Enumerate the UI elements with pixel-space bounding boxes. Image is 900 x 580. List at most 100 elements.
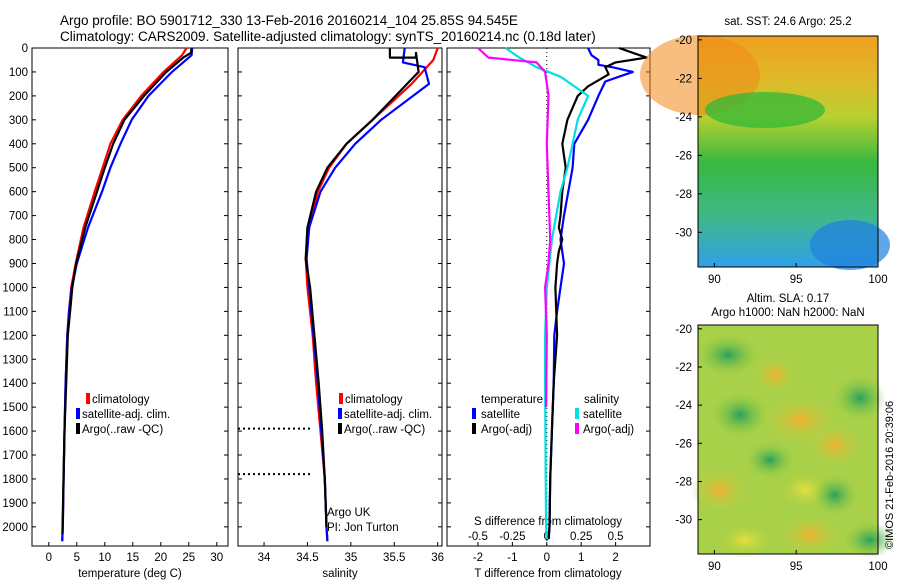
y-tick-label: 1400 bbox=[2, 378, 28, 390]
x-tick-label-top: -0.5 bbox=[468, 531, 488, 543]
legend-swatch-climatology bbox=[86, 393, 90, 404]
legend-swatch-t-satellite bbox=[472, 408, 476, 419]
legend-label-argo: Argo(..raw -QC) bbox=[344, 424, 425, 436]
map-y-tick-label: -24 bbox=[675, 400, 692, 412]
map-y-tick-label: -24 bbox=[675, 112, 692, 124]
y-tick-label: 1000 bbox=[2, 282, 28, 294]
y-tick-label: 500 bbox=[9, 163, 28, 175]
x-tick-label: 34 bbox=[258, 552, 271, 564]
y-tick-label: 200 bbox=[9, 91, 28, 103]
legend-label-satellite: satellite-adj. clim. bbox=[344, 409, 432, 421]
x-tick-label: 34.5 bbox=[296, 552, 318, 564]
x-tick-label: 0 bbox=[544, 552, 550, 564]
legend-swatch-satellite bbox=[338, 408, 342, 419]
x-tick-label: -1 bbox=[507, 552, 517, 564]
float-country-label: Argo UK bbox=[327, 507, 371, 519]
y-tick-label: 1200 bbox=[2, 330, 28, 342]
y-tick-label: 400 bbox=[9, 139, 28, 151]
map-x-tick-label: 100 bbox=[868, 561, 887, 573]
legend-label-s-argo: Argo(-adj) bbox=[583, 424, 634, 436]
t-difference-label: T difference from climatology bbox=[474, 568, 621, 580]
legend-label-argo: Argo(..raw -QC) bbox=[82, 424, 163, 436]
map-y-tick-label: -30 bbox=[675, 227, 692, 239]
figure-title-line1: Argo profile: BO 5901712_330 13-Feb-2016… bbox=[60, 13, 518, 28]
difference-panel: S difference from climatology T differen… bbox=[446, 46, 651, 580]
x-tick-label: 15 bbox=[126, 552, 139, 564]
y-tick-label: 900 bbox=[9, 258, 28, 270]
map-x-tick-label: 95 bbox=[790, 274, 803, 286]
figure-title-line2: Climatology: CARS2009. Satellite-adjuste… bbox=[60, 29, 596, 44]
salinity-xlabel: salinity bbox=[322, 568, 357, 580]
map-y-tick-label: -26 bbox=[675, 438, 692, 450]
sst-map-title: sat. SST: 24.6 Argo: 25.2 bbox=[724, 16, 851, 28]
sla-map-title-line2: Argo h1000: NaN h2000: NaN bbox=[711, 307, 864, 319]
legend-label-t-argo: Argo(-adj) bbox=[481, 424, 532, 436]
sst-warm-patch bbox=[640, 35, 760, 115]
x-tick-label: 2 bbox=[612, 552, 618, 564]
map-y-tick-label: -22 bbox=[675, 73, 692, 85]
y-tick-label: 0 bbox=[22, 43, 28, 55]
legend-temperature-title: temperature bbox=[481, 394, 543, 406]
sla-map-axes bbox=[697, 324, 879, 555]
y-tick-label: 700 bbox=[9, 211, 28, 223]
map-y-tick-label: -28 bbox=[675, 189, 692, 201]
series-line bbox=[504, 47, 590, 539]
sla-map-panel: Altim. SLA: 0.17 Argo h1000: NaN h2000: … bbox=[675, 293, 896, 573]
legend-swatch-climatology bbox=[339, 393, 343, 404]
legend-label-climatology: climatology bbox=[345, 394, 403, 406]
y-tick-label: 1800 bbox=[2, 474, 28, 486]
x-tick-label-top: -0.25 bbox=[499, 531, 525, 543]
y-tick-label: 1900 bbox=[2, 498, 28, 510]
salinity-legend: climatology satellite-adj. clim. Argo(..… bbox=[338, 393, 432, 436]
sst-map-axes bbox=[697, 35, 879, 268]
imos-credit: ©IMOS 21-Feb-2016 20:39:06 bbox=[884, 401, 896, 549]
x-tick-label: 5 bbox=[74, 552, 80, 564]
x-tick-label: 1 bbox=[578, 552, 584, 564]
map-x-tick-label: 100 bbox=[868, 274, 887, 286]
difference-legend: temperature satellite Argo(-adj) salinit… bbox=[472, 394, 634, 436]
x-tick-label: 35 bbox=[344, 552, 357, 564]
x-tick-label-top: 0.25 bbox=[570, 531, 592, 543]
legend-swatch-s-argo bbox=[575, 423, 579, 434]
y-tick-label: 1600 bbox=[2, 426, 28, 438]
sla-map-title-line1: Altim. SLA: 0.17 bbox=[747, 293, 829, 305]
s-difference-label: S difference from climatology bbox=[474, 516, 622, 528]
temperature-panel: temperature (deg C) climatology satellit… bbox=[2, 43, 229, 580]
legend-swatch-satellite bbox=[76, 408, 80, 419]
map-x-tick-label: 90 bbox=[708, 561, 721, 573]
map-y-tick-label: -20 bbox=[675, 35, 692, 47]
legend-label-satellite: satellite-adj. clim. bbox=[82, 409, 170, 421]
x-tick-label: 10 bbox=[98, 552, 111, 564]
temperature-xlabel: temperature (deg C) bbox=[78, 568, 182, 580]
sla-blobs bbox=[690, 335, 896, 558]
x-tick-label: 35.5 bbox=[383, 552, 405, 564]
x-tick-label: 36 bbox=[431, 552, 444, 564]
x-tick-label: 20 bbox=[154, 552, 167, 564]
y-tick-label: 1700 bbox=[2, 450, 28, 462]
y-tick-label: 1500 bbox=[2, 402, 28, 414]
salinity-panel: salinity climatology satellite-adj. clim… bbox=[237, 47, 444, 580]
y-tick-label: 2000 bbox=[2, 522, 28, 534]
legend-swatch-argo bbox=[76, 423, 80, 434]
salinity-axes bbox=[237, 47, 443, 547]
x-tick-label-top: 0.5 bbox=[608, 531, 624, 543]
y-tick-label: 600 bbox=[9, 187, 28, 199]
map-y-tick-label: -20 bbox=[675, 324, 692, 336]
y-tick-label: 800 bbox=[9, 235, 28, 247]
legend-label-s-satellite: satellite bbox=[583, 409, 622, 421]
sst-green-patch bbox=[705, 92, 825, 128]
series-line bbox=[304, 48, 420, 527]
map-x-tick-label: 90 bbox=[708, 274, 721, 286]
difference-axes bbox=[446, 47, 651, 547]
legend-swatch-argo bbox=[338, 423, 342, 434]
map-y-tick-label: -28 bbox=[675, 476, 692, 488]
map-y-tick-label: -26 bbox=[675, 150, 692, 162]
x-tick-label: 30 bbox=[210, 552, 223, 564]
sst-cool-patch bbox=[810, 220, 890, 270]
y-tick-label: 1300 bbox=[2, 354, 28, 366]
x-tick-label: 0 bbox=[46, 552, 52, 564]
x-tick-label: -2 bbox=[473, 552, 483, 564]
x-tick-label: 25 bbox=[182, 552, 195, 564]
y-tick-label: 300 bbox=[9, 115, 28, 127]
